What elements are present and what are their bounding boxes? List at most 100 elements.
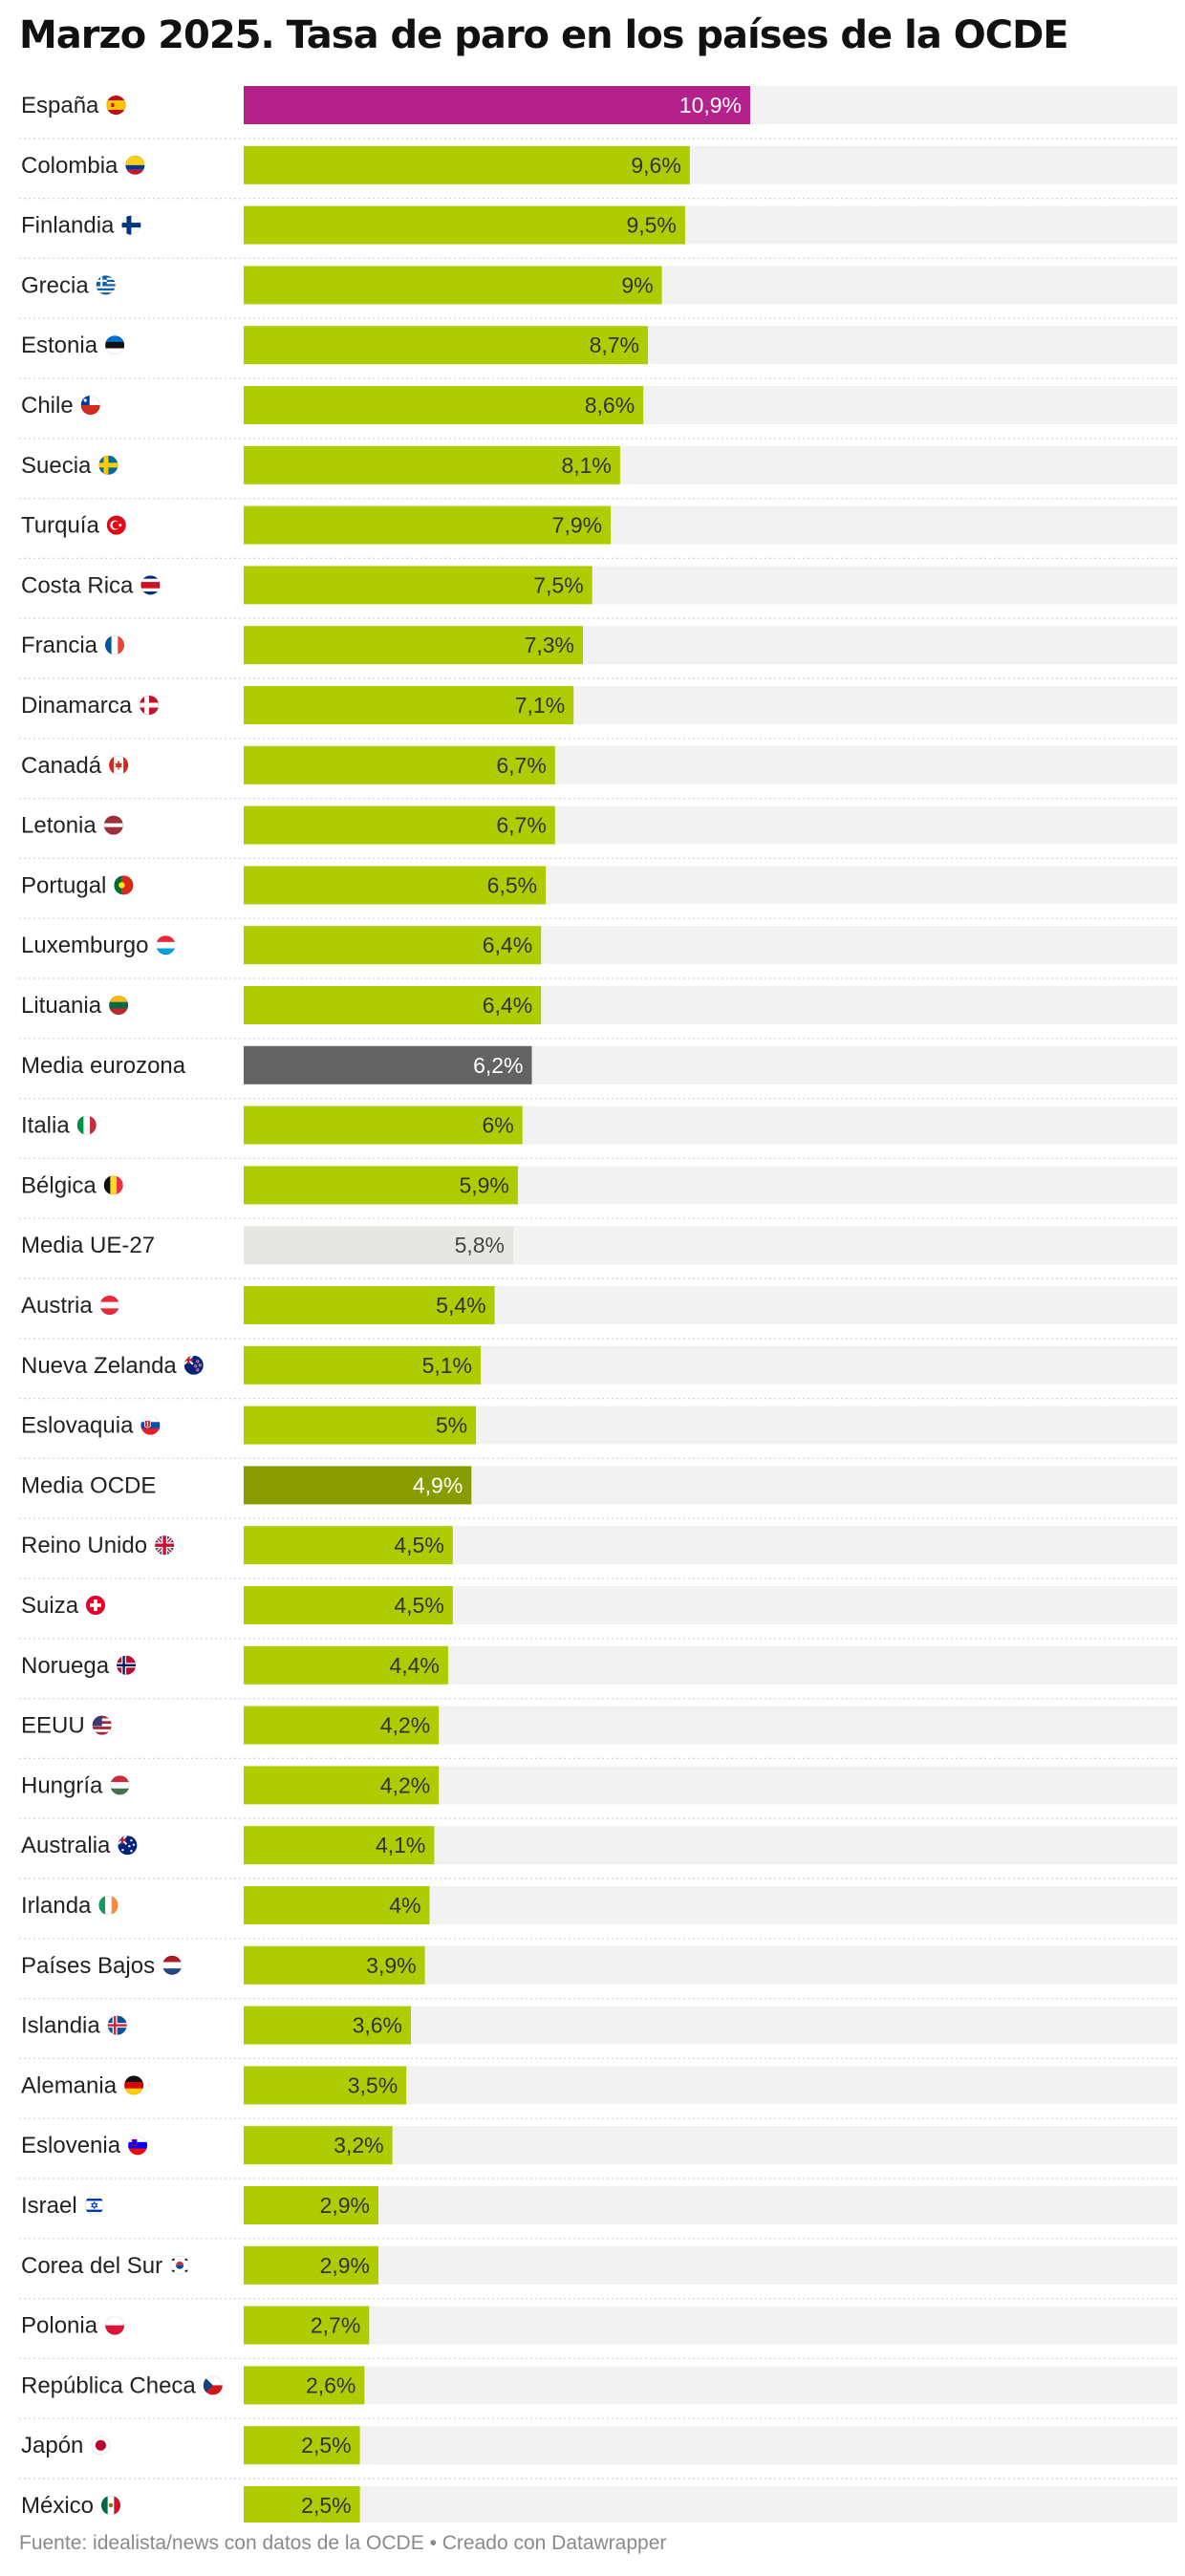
category-label: Noruega [21, 1653, 110, 1679]
bar-value-label: 4,2% [380, 1713, 430, 1738]
bar [244, 266, 662, 305]
is-flag-icon [107, 2015, 127, 2035]
bar-value-label: 2,9% [320, 2193, 370, 2218]
bar-value-label: 4,2% [380, 1772, 430, 1797]
bar [244, 626, 583, 665]
bar-value-label: 5,4% [436, 1293, 485, 1318]
category-label: Israel [21, 2193, 77, 2219]
bar [244, 1045, 532, 1084]
bar-value-label: 6,4% [483, 993, 532, 1018]
es-flag-icon [106, 96, 126, 115]
category-label: Dinamarca [21, 693, 133, 719]
bar [244, 1526, 453, 1565]
bar-track [244, 2245, 1177, 2285]
bar [244, 2306, 370, 2345]
bar [244, 2126, 393, 2165]
fr-flag-icon [105, 635, 124, 655]
category-label: Corea del Sur [21, 2253, 162, 2279]
bar [244, 1826, 435, 1865]
ee-flag-icon [105, 335, 125, 355]
hu-flag-icon [110, 1775, 130, 1795]
bar-track [244, 2426, 1177, 2465]
category-label: Eslovaquia [21, 1413, 134, 1439]
category-label: Francia [21, 633, 98, 658]
ca-flag-icon [109, 755, 129, 775]
bar-value-label: 2,5% [301, 2433, 351, 2458]
bar [244, 805, 555, 845]
category-label: Alemania [21, 2072, 118, 2098]
bar-track [244, 2306, 1177, 2345]
category-label: México [21, 2493, 94, 2519]
bar [244, 2245, 378, 2285]
be-flag-icon [103, 1175, 123, 1195]
category-label: Estonia [21, 333, 98, 358]
category-label: Bélgica [21, 1172, 97, 1198]
bar-value-label: 4,5% [394, 1533, 443, 1557]
category-label: Colombia [21, 153, 118, 179]
bar-value-label: 7,5% [533, 572, 583, 597]
bar-chart: 10,9% España 9,6% Colombia 9,5% Finlandia 9% Gr… [19, 86, 1177, 2522]
category-label: España [21, 93, 99, 118]
cr-flag-icon [140, 575, 161, 595]
bar [244, 2066, 407, 2105]
bar [244, 2486, 360, 2522]
bar [244, 1406, 477, 1445]
bar-value-label: 9,6% [631, 153, 680, 178]
category-label: Italia [21, 1113, 70, 1139]
tr-flag-icon [106, 515, 126, 535]
bar [244, 926, 542, 965]
fi-flag-icon [121, 215, 141, 235]
category-label: Países Bajos [21, 1953, 155, 1979]
nl-flag-icon [162, 1955, 183, 1975]
il-flag-icon [84, 2196, 104, 2215]
category-label: Nueva Zelanda [21, 1353, 177, 1379]
bar [244, 1945, 425, 1985]
bar-value-label: 2,5% [301, 2493, 351, 2518]
lu-flag-icon [156, 935, 176, 955]
bar-value-label: 5,9% [459, 1172, 508, 1197]
bar [244, 1766, 440, 1805]
bar-value-label: 4,9% [413, 1472, 463, 1497]
dk-flag-icon [140, 696, 159, 715]
bar [244, 986, 542, 1024]
category-label: Media OCDE [21, 1472, 156, 1498]
bar-value-label: 6,2% [473, 1053, 523, 1078]
bar-value-label: 4,5% [394, 1593, 443, 1618]
bar [244, 386, 644, 424]
bar [244, 745, 555, 784]
bar [244, 1166, 518, 1205]
bar-value-label: 10,9% [679, 93, 742, 118]
bar-track [244, 2126, 1177, 2165]
bar [244, 1586, 453, 1624]
bar [244, 1106, 523, 1145]
category-label: Media UE-27 [21, 1233, 155, 1258]
au-flag-icon [118, 1835, 138, 1856]
category-label: Grecia [21, 272, 89, 298]
kr-flag-icon [170, 2255, 190, 2275]
bar [244, 505, 612, 545]
nz-flag-icon [183, 1355, 204, 1375]
category-label: Suiza [21, 1593, 79, 1619]
category-label: Suecia [21, 453, 92, 479]
ie-flag-icon [98, 1896, 118, 1915]
bar [244, 2186, 378, 2224]
bar [244, 1706, 440, 1745]
category-label: República Checa [21, 2372, 196, 2398]
pt-flag-icon [114, 875, 134, 895]
bar-value-label: 3,9% [366, 1953, 416, 1978]
bar-value-label: 4,4% [389, 1653, 439, 1678]
bar [244, 686, 574, 724]
si-flag-icon [128, 2136, 148, 2156]
it-flag-icon [76, 1115, 97, 1135]
category-label: Australia [21, 1833, 111, 1858]
bar-value-label: 8,6% [585, 393, 635, 418]
bar-value-label: 7,3% [525, 633, 574, 657]
category-label: Letonia [21, 813, 97, 839]
bar [244, 866, 547, 905]
category-label: Media eurozona [21, 1053, 186, 1079]
bar [244, 1345, 481, 1385]
bar-value-label: 5,8% [455, 1233, 505, 1257]
category-label: Reino Unido [21, 1533, 147, 1558]
bar [244, 205, 685, 245]
category-label: Turquía [21, 513, 99, 539]
